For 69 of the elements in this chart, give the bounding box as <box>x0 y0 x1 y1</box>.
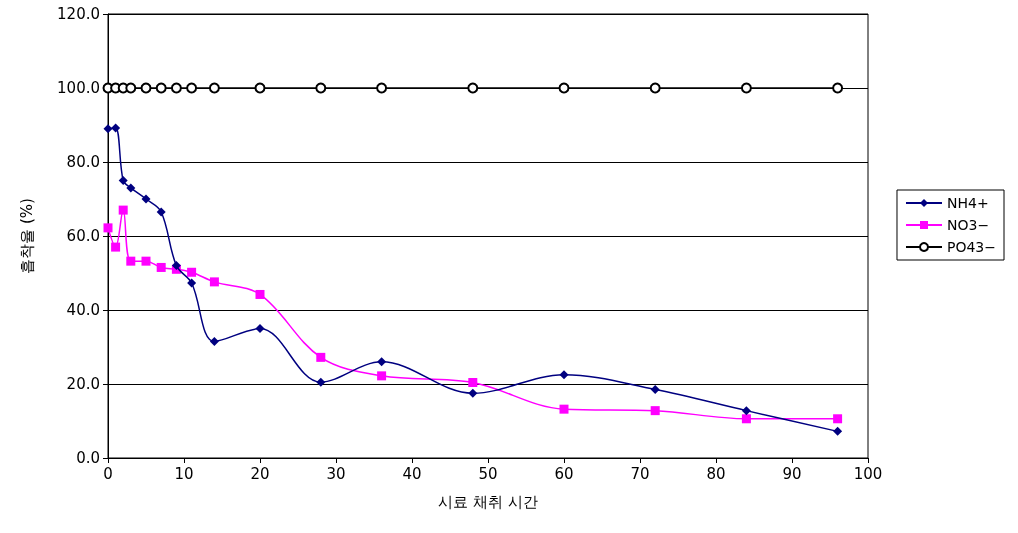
point <box>170 82 182 94</box>
point <box>156 262 166 272</box>
x-axis-title: 시료 채취 시간 <box>438 492 538 511</box>
x-tick-label: 80 <box>706 464 726 483</box>
x-tick-label: 100 <box>853 464 883 483</box>
point <box>740 82 752 94</box>
point <box>209 277 219 287</box>
point <box>377 357 387 367</box>
x-tick-label: 20 <box>250 464 270 483</box>
point <box>650 406 660 416</box>
point <box>559 370 569 380</box>
point <box>141 194 151 204</box>
y-tick-label: 40.0 <box>66 301 100 319</box>
point <box>141 256 151 266</box>
y-tick-label: 100.0 <box>57 79 100 97</box>
point <box>209 336 219 346</box>
point <box>833 426 843 436</box>
point <box>376 82 388 94</box>
legend-label: PO43− <box>946 239 997 255</box>
point <box>254 82 266 94</box>
point <box>833 414 843 424</box>
x-tick-label: 70 <box>630 464 650 483</box>
point <box>208 82 220 94</box>
x-tick-label: 10 <box>174 464 194 483</box>
point <box>126 256 136 266</box>
point <box>187 278 197 288</box>
x-tick-label: 50 <box>478 464 498 483</box>
point <box>315 82 327 94</box>
point <box>559 404 569 414</box>
point <box>558 82 570 94</box>
x-tick-label: 30 <box>326 464 346 483</box>
point <box>468 388 478 398</box>
y-tick-label: 80.0 <box>66 153 100 171</box>
point <box>649 82 661 94</box>
point <box>118 205 128 215</box>
y-tick-label: 20.0 <box>66 375 100 393</box>
y-tick-label: 60.0 <box>66 227 100 245</box>
point <box>650 385 660 395</box>
point <box>316 377 326 387</box>
x-tick-label: 90 <box>782 464 802 483</box>
point <box>832 82 844 94</box>
x-tick-label: 40 <box>402 464 422 483</box>
point <box>103 223 113 233</box>
point <box>187 267 197 277</box>
x-tick-label: 60 <box>554 464 574 483</box>
point <box>255 289 265 299</box>
y-axis-title: 흡착율 (%) <box>17 198 36 274</box>
point <box>125 82 137 94</box>
point <box>111 123 121 133</box>
point <box>103 124 113 134</box>
point <box>126 183 136 193</box>
point <box>155 82 167 94</box>
legend-label: NO3− <box>946 217 990 233</box>
y-tick-label: 120.0 <box>57 5 100 23</box>
point <box>741 414 751 424</box>
point <box>741 406 751 416</box>
point <box>140 82 152 94</box>
y-tick-label: 0.0 <box>76 449 100 467</box>
legend-label: NH4+ <box>946 195 989 211</box>
point <box>156 207 166 217</box>
x-tick-label: 0 <box>103 464 113 483</box>
point <box>316 352 326 362</box>
point <box>468 378 478 388</box>
point <box>111 242 121 252</box>
point <box>186 82 198 94</box>
point <box>467 82 479 94</box>
point <box>255 324 265 333</box>
point <box>118 176 128 185</box>
point <box>377 371 387 381</box>
